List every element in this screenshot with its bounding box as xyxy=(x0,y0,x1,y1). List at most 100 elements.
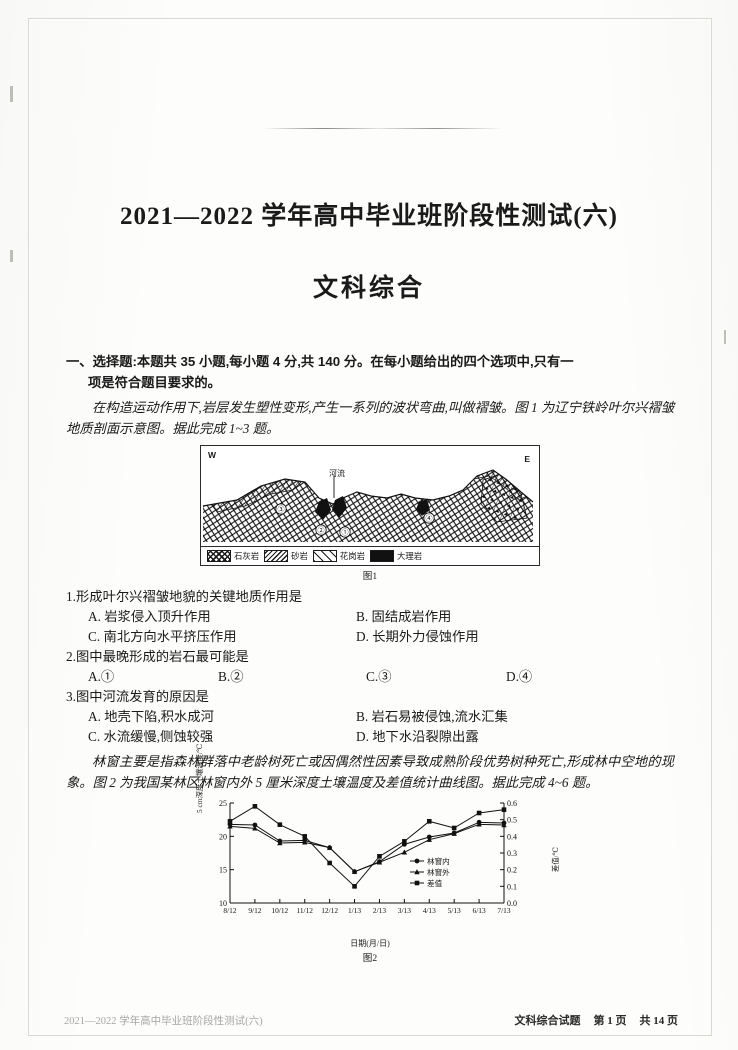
question-2: 2.图中最晚形成的岩石最可能是 A.① B.② C.③ D.④ xyxy=(66,647,674,687)
legend-item-limestone: 石灰岩 xyxy=(207,550,260,563)
footer-page-number: 第 1 页 xyxy=(593,1015,627,1027)
question-2-options: A.① B.② C.③ D.④ xyxy=(66,667,674,687)
svg-text:7/13: 7/13 xyxy=(497,906,510,915)
svg-text:0.5: 0.5 xyxy=(507,815,517,824)
svg-text:④: ④ xyxy=(426,515,433,523)
limestone-swatch-icon xyxy=(207,550,231,563)
geologic-cross-section-svg: ③ ② ① ④ xyxy=(202,469,534,543)
page-footer: 2021—2022 学年高中毕业班阶段性测试(六) 文科综合试题 第 1 页 共… xyxy=(64,1012,678,1028)
question-3-option-c[interactable]: C. 水流缓慢,侧蚀较强 xyxy=(88,728,214,744)
legend-item-marble: 大理岩 xyxy=(370,550,423,563)
svg-text:0.4: 0.4 xyxy=(507,832,517,841)
footer-total-pages: 共 14 页 xyxy=(639,1015,679,1027)
figure-2: 5 cm深度土壤温度/℃ 差值/℃ 10 15 20 25 0.0 0.1 0.2 0.3 0.… xyxy=(195,743,560,964)
river-label: 河流 xyxy=(329,469,345,479)
question-1-option-c[interactable]: C. 南北方向水平挤压作用 xyxy=(88,629,237,645)
svg-text:5/13: 5/13 xyxy=(448,906,461,915)
figure-1-markers: ③ ② ① ④ xyxy=(275,503,435,538)
chart-x-axis-label: 日期(月/日) xyxy=(350,938,390,948)
svg-text:12/12: 12/12 xyxy=(321,906,338,915)
figure-2-wrapper: 5 cm深度土壤温度/℃ 差值/℃ 10 15 20 25 0.0 0.1 0.2 0.3 0.… xyxy=(66,743,674,964)
svg-text:1/13: 1/13 xyxy=(348,906,361,915)
question-3-options: A. 地壳下陷,积水成河 B. 岩石易被侵蚀,流水汇集 xyxy=(66,707,674,727)
question-list: 1.形成叶尔兴褶皱地貌的关键地质作用是 A. 岩浆侵入顶升作用 B. 固结成岩作… xyxy=(66,587,674,747)
soil-temperature-line-chart: 10 15 20 25 0.0 0.1 0.2 0.3 0.4 0.5 0.6 8/12 9/12 10/… xyxy=(219,799,517,915)
page-border xyxy=(28,18,712,1036)
svg-text:0.2: 0.2 xyxy=(507,865,517,874)
figure-1: ③ ② ① ④ W E 河流 xyxy=(200,445,540,567)
passage-1: 在构造运动作用下,岩层发生塑性变形,产生一系列的波状弯曲,叫做褶皱。图 1 为辽… xyxy=(66,400,674,437)
legend-label-sandstone: 砂岩 xyxy=(291,552,308,562)
direction-east-label: E xyxy=(524,454,530,465)
svg-text:10: 10 xyxy=(219,899,227,908)
svg-text:8/12: 8/12 xyxy=(223,906,236,915)
legend-label-limestone: 石灰岩 xyxy=(234,552,260,562)
svg-text:4/13: 4/13 xyxy=(423,906,436,915)
question-3-stem: 3.图中河流发育的原因是 xyxy=(66,688,209,704)
svg-text:林窗内: 林窗内 xyxy=(427,856,450,866)
svg-text:6/13: 6/13 xyxy=(473,906,486,915)
svg-text:25: 25 xyxy=(219,799,227,808)
passage-2: 林窗主要是指森林群落中老龄树死亡或因偶然性因素导致成熟阶段优势树种死亡,形成林中… xyxy=(66,753,674,790)
svg-text:0.3: 0.3 xyxy=(507,849,517,858)
figure-1-canvas: ③ ② ① ④ W E 河流 xyxy=(201,446,539,546)
direction-west-label: W xyxy=(208,450,217,461)
footer-subject: 文科综合试题 xyxy=(514,1015,581,1027)
page-title: 2021—2022 学年高中毕业班阶段性测试(六) xyxy=(120,203,618,230)
svg-text:③: ③ xyxy=(278,506,285,514)
svg-text:差值: 差值 xyxy=(427,878,443,888)
sandstone-swatch-icon xyxy=(264,550,289,563)
scan-artifact-mark xyxy=(10,250,13,262)
legend-label-granite: 花岗岩 xyxy=(339,552,365,562)
svg-text:林窗外: 林窗外 xyxy=(427,867,450,877)
legend-item-granite: 花岗岩 xyxy=(312,550,365,563)
surface-profile xyxy=(202,469,534,507)
scan-artifact-mark xyxy=(10,86,13,102)
question-3-option-b[interactable]: B. 岩石易被侵蚀,流水汇集 xyxy=(356,708,508,724)
svg-text:0.6: 0.6 xyxy=(507,799,517,808)
subject-heading: 文科综合 xyxy=(312,275,425,302)
granite-swatch-icon xyxy=(312,550,337,563)
svg-text:3/13: 3/13 xyxy=(398,906,411,915)
section-heading-line2: 项是符合题目要求的。 xyxy=(88,374,221,390)
question-2-option-a[interactable]: A.① xyxy=(88,668,115,684)
question-2-option-d[interactable]: D.④ xyxy=(506,668,533,684)
question-1: 1.形成叶尔兴褶皱地貌的关键地质作用是 A. 岩浆侵入顶升作用 B. 固结成岩作… xyxy=(66,587,674,647)
chart-y-axis-label-right: 差值/℃ xyxy=(551,846,560,872)
svg-text:10/12: 10/12 xyxy=(271,906,288,915)
legend-item-sandstone: 砂岩 xyxy=(264,550,308,563)
question-2-option-c[interactable]: C.③ xyxy=(366,668,392,684)
scan-artifact-mark xyxy=(724,330,726,344)
question-3-option-a[interactable]: A. 地壳下陷,积水成河 xyxy=(88,708,214,724)
figure-1-caption: 图1 xyxy=(362,571,378,583)
svg-text:11/12: 11/12 xyxy=(296,906,313,915)
svg-text:15: 15 xyxy=(219,865,227,874)
svg-text:①: ① xyxy=(342,529,349,537)
content-column: 一、选择题:本题共 35 小题,每小题 4 分,共 140 分。在每小题给出的四… xyxy=(66,352,674,964)
svg-text:②: ② xyxy=(318,527,325,535)
question-1-stem: 1.形成叶尔兴褶皱地貌的关键地质作用是 xyxy=(66,589,303,605)
section-heading-line1: 一、选择题:本题共 35 小题,每小题 4 分,共 140 分。在每小题给出的四… xyxy=(66,354,574,369)
question-1-options: A. 岩浆侵入顶升作用 B. 固结成岩作用 xyxy=(66,607,674,627)
figure-1-legend: 石灰岩 砂岩 花岗岩 大理岩 xyxy=(201,546,539,565)
question-2-stem: 2.图中最晚形成的岩石最可能是 xyxy=(66,649,249,665)
question-3-option-d[interactable]: D. 地下水沿裂隙出露 xyxy=(356,728,479,744)
section-heading: 一、选择题:本题共 35 小题,每小题 4 分,共 140 分。在每小题给出的四… xyxy=(66,352,674,393)
question-2-option-b[interactable]: B.② xyxy=(218,668,244,684)
svg-text:20: 20 xyxy=(219,832,227,841)
figure-1-wrapper: ③ ② ① ④ W E 河流 xyxy=(66,445,674,567)
header-rule xyxy=(263,128,503,129)
figure-2-caption: 图2 xyxy=(362,952,378,964)
svg-text:0.0: 0.0 xyxy=(507,899,517,908)
chart-y-axis-label-left: 5 cm深度土壤温度/℃ xyxy=(195,743,204,813)
legend-label-marble: 大理岩 xyxy=(397,552,423,562)
rock-unit-marble xyxy=(315,496,430,521)
question-1-option-b[interactable]: B. 固结成岩作用 xyxy=(356,609,452,625)
svg-text:9/12: 9/12 xyxy=(248,906,261,915)
footer-title: 2021—2022 学年高中毕业班阶段性测试(六) xyxy=(64,1016,263,1027)
question-1-option-d[interactable]: D. 长期外力侵蚀作用 xyxy=(356,629,479,645)
marble-swatch-icon xyxy=(370,550,394,563)
question-1-option-a[interactable]: A. 岩浆侵入顶升作用 xyxy=(88,609,211,625)
svg-text:0.1: 0.1 xyxy=(507,882,517,891)
